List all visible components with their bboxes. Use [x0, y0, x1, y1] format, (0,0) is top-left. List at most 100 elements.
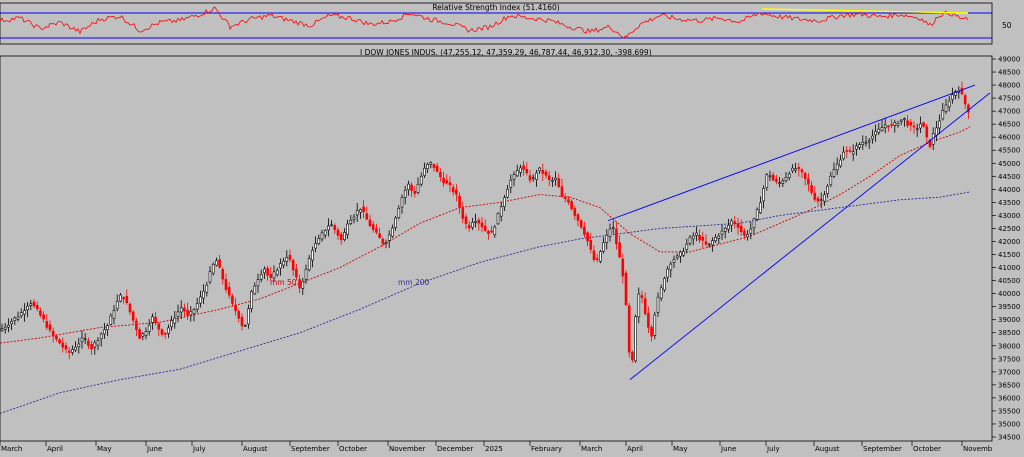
- y-tick-label: 41500: [998, 251, 1020, 259]
- candle: [653, 311, 657, 340]
- candle: [883, 117, 887, 134]
- candle: [19, 308, 23, 319]
- candle: [819, 192, 823, 209]
- candle: [701, 231, 705, 249]
- candle: [864, 136, 868, 147]
- candle: [71, 345, 74, 356]
- candle: [816, 195, 820, 205]
- candle: [93, 339, 97, 355]
- candle: [634, 314, 637, 363]
- candle: [467, 221, 471, 232]
- candle: [627, 302, 631, 358]
- x-tick-label: May: [673, 445, 687, 453]
- candle: [355, 202, 359, 222]
- candle: [304, 264, 308, 284]
- wedge-lower-line: [629, 92, 991, 381]
- candle: [935, 120, 938, 142]
- candle: [823, 190, 826, 206]
- candle: [7, 318, 10, 333]
- candle: [352, 213, 356, 224]
- wedge-upper-line: [607, 84, 976, 222]
- candle: [445, 174, 449, 185]
- candle: [314, 236, 317, 253]
- candle: [746, 230, 749, 241]
- candle: [663, 276, 666, 293]
- x-tick-label: April: [47, 445, 63, 453]
- candle: [477, 217, 481, 231]
- candle: [291, 258, 295, 276]
- candle: [195, 298, 199, 313]
- candle: [483, 219, 487, 233]
- candle: [877, 122, 881, 135]
- candle: [775, 174, 778, 185]
- ma50-label: mm 50: [270, 278, 297, 287]
- candle: [675, 253, 679, 260]
- candle: [784, 172, 788, 183]
- candle: [560, 178, 564, 198]
- candle: [442, 171, 445, 187]
- candle: [944, 98, 948, 115]
- candle: [551, 177, 554, 187]
- y-tick-label: 44000: [998, 186, 1020, 194]
- x-tick-label: August: [243, 445, 268, 453]
- candle: [103, 322, 106, 339]
- candle: [938, 114, 941, 135]
- candle: [234, 297, 237, 316]
- candle: [567, 196, 570, 205]
- y-tick-label: 36000: [998, 394, 1020, 402]
- candle: [570, 199, 573, 211]
- candle: [307, 254, 311, 272]
- candle: [106, 323, 109, 337]
- candle: [115, 294, 119, 312]
- candle: [509, 174, 513, 194]
- candle: [173, 310, 177, 329]
- candle: [346, 219, 349, 239]
- candle: [317, 234, 321, 246]
- candle: [471, 217, 474, 231]
- candle: [83, 333, 87, 345]
- x-tick-label: July: [192, 445, 206, 453]
- candle: [813, 186, 817, 203]
- candle: [624, 270, 628, 307]
- candle: [496, 212, 500, 225]
- candle: [515, 164, 519, 178]
- candle: [48, 320, 52, 333]
- candle: [807, 172, 810, 192]
- candle: [240, 313, 244, 331]
- candle: [336, 227, 340, 240]
- candle: [640, 290, 644, 304]
- candle: [851, 144, 855, 161]
- candle: [339, 231, 343, 245]
- candle: [429, 161, 433, 169]
- candle: [157, 322, 161, 337]
- candle: [74, 341, 77, 352]
- candle: [506, 185, 509, 199]
- candle: [845, 146, 849, 159]
- candle: [99, 332, 103, 347]
- candle: [80, 330, 84, 349]
- candle: [55, 334, 58, 342]
- candle: [327, 218, 330, 237]
- candle: [211, 262, 215, 276]
- candle: [45, 314, 49, 331]
- candle: [714, 234, 717, 243]
- candle: [592, 245, 596, 262]
- candle: [435, 162, 439, 173]
- candle: [221, 267, 225, 285]
- candle: [586, 231, 589, 247]
- candle: [333, 223, 337, 234]
- candle: [893, 119, 897, 133]
- y-tick-label: 43000: [998, 212, 1020, 220]
- x-axis: March April May June July August September Octo…: [0, 441, 993, 453]
- candle: [595, 253, 599, 263]
- candle: [29, 299, 33, 311]
- candle: [707, 242, 711, 248]
- candle: [755, 207, 759, 222]
- candle: [643, 292, 647, 316]
- candle: [403, 185, 407, 205]
- candle: [919, 116, 922, 134]
- candle: [167, 324, 170, 339]
- candle: [122, 296, 125, 304]
- candle: [51, 327, 55, 343]
